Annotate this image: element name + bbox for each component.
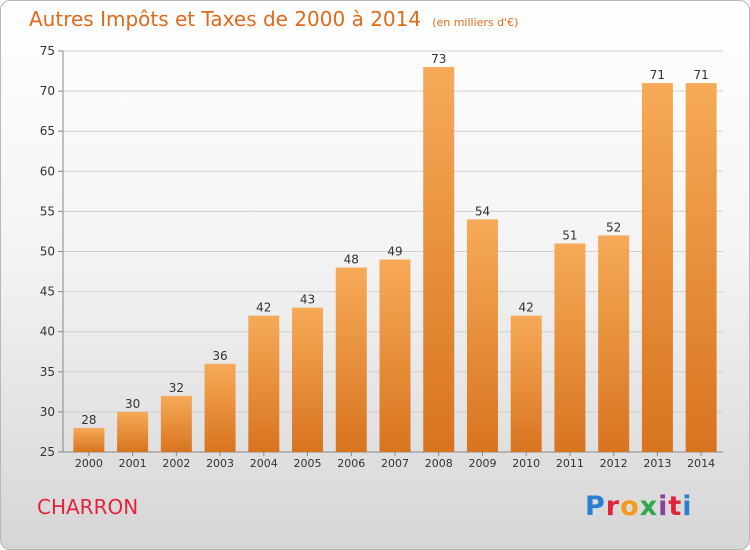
x-tick-label: 2002 xyxy=(162,457,190,470)
bar-value-label: 48 xyxy=(344,253,359,267)
x-tick-label: 2009 xyxy=(468,457,496,470)
bar-value-label: 54 xyxy=(475,204,490,218)
bar-value-label: 73 xyxy=(431,52,446,66)
bar xyxy=(117,411,149,452)
commune-name: CHARRON xyxy=(37,495,139,519)
bar-value-label: 42 xyxy=(519,301,534,315)
bar xyxy=(685,83,717,452)
bar xyxy=(204,363,236,452)
bar xyxy=(73,427,105,452)
logo-letter: x xyxy=(639,491,659,522)
x-tick-label: 2007 xyxy=(381,457,409,470)
logo-letter: i xyxy=(682,491,693,522)
bars xyxy=(73,67,717,452)
y-tick-label: 30 xyxy=(40,405,55,419)
x-tick-label: 2006 xyxy=(337,457,365,470)
bar-value-label: 36 xyxy=(212,349,227,363)
y-tick-label: 50 xyxy=(40,245,55,259)
bar-value-label: 32 xyxy=(169,381,184,395)
x-tick-label: 2013 xyxy=(643,457,671,470)
x-tick-label: 2014 xyxy=(687,457,715,470)
x-tick-label: 2004 xyxy=(250,457,278,470)
bar xyxy=(466,219,498,452)
bar xyxy=(160,395,192,452)
y-tick-label: 55 xyxy=(40,204,55,218)
bar-value-label: 30 xyxy=(125,397,140,411)
bar xyxy=(292,307,324,452)
y-tick-label: 40 xyxy=(40,325,55,339)
logo-letter: r xyxy=(605,491,621,522)
bar xyxy=(248,315,280,452)
logo-letter: P xyxy=(585,491,606,522)
y-tick-label: 25 xyxy=(40,445,55,459)
y-tick-label: 35 xyxy=(40,365,55,379)
bar-value-label: 43 xyxy=(300,293,315,307)
proxiti-logo: Proxiti xyxy=(585,491,693,522)
bar xyxy=(335,267,367,452)
x-tick-label: 2005 xyxy=(294,457,322,470)
y-tick-label: 65 xyxy=(40,124,55,138)
chart-title: Autres Impôts et Taxes de 2000 à 2014 xyxy=(29,7,422,31)
logo-letter: o xyxy=(620,491,640,522)
bar xyxy=(510,315,542,452)
bar xyxy=(423,67,455,452)
x-tick-label: 2001 xyxy=(119,457,147,470)
x-tick-label: 2003 xyxy=(206,457,234,470)
x-tick-label: 2010 xyxy=(512,457,540,470)
x-tick-label: 2012 xyxy=(600,457,628,470)
bar-value-label: 42 xyxy=(256,301,271,315)
bar-value-label: 28 xyxy=(81,413,96,427)
bar-value-label: 71 xyxy=(650,68,665,82)
bar xyxy=(641,83,673,452)
y-tick-label: 75 xyxy=(40,44,55,58)
bar-value-label: 49 xyxy=(387,245,402,259)
bar-value-label: 52 xyxy=(606,220,621,234)
bar xyxy=(554,243,586,452)
data-labels: 28 30 32 36 42 43 48 49 73 54 42 51 52 71 71 xyxy=(81,52,709,427)
logo-letter: i xyxy=(658,491,669,522)
bar-value-label: 51 xyxy=(562,228,577,242)
x-tick-label: 2008 xyxy=(425,457,453,470)
bar-value-label: 71 xyxy=(693,68,708,82)
y-tick-label: 45 xyxy=(40,285,55,299)
bar xyxy=(598,235,630,452)
chart-header: Autres Impôts et Taxes de 2000 à 2014 (e… xyxy=(29,7,518,31)
logo-letter: t xyxy=(668,491,683,522)
x-tick-label: 2011 xyxy=(556,457,584,470)
y-tick-label: 70 xyxy=(40,84,55,98)
bar xyxy=(379,259,411,452)
chart-unit: (en milliers d'€) xyxy=(432,16,519,29)
tick-labels: 25 30 35 40 45 50 55 60 65 70 75 2000 2001 2002 2003 20… xyxy=(40,44,715,470)
x-tick-label: 2000 xyxy=(75,457,103,470)
y-tick-label: 60 xyxy=(40,164,55,178)
